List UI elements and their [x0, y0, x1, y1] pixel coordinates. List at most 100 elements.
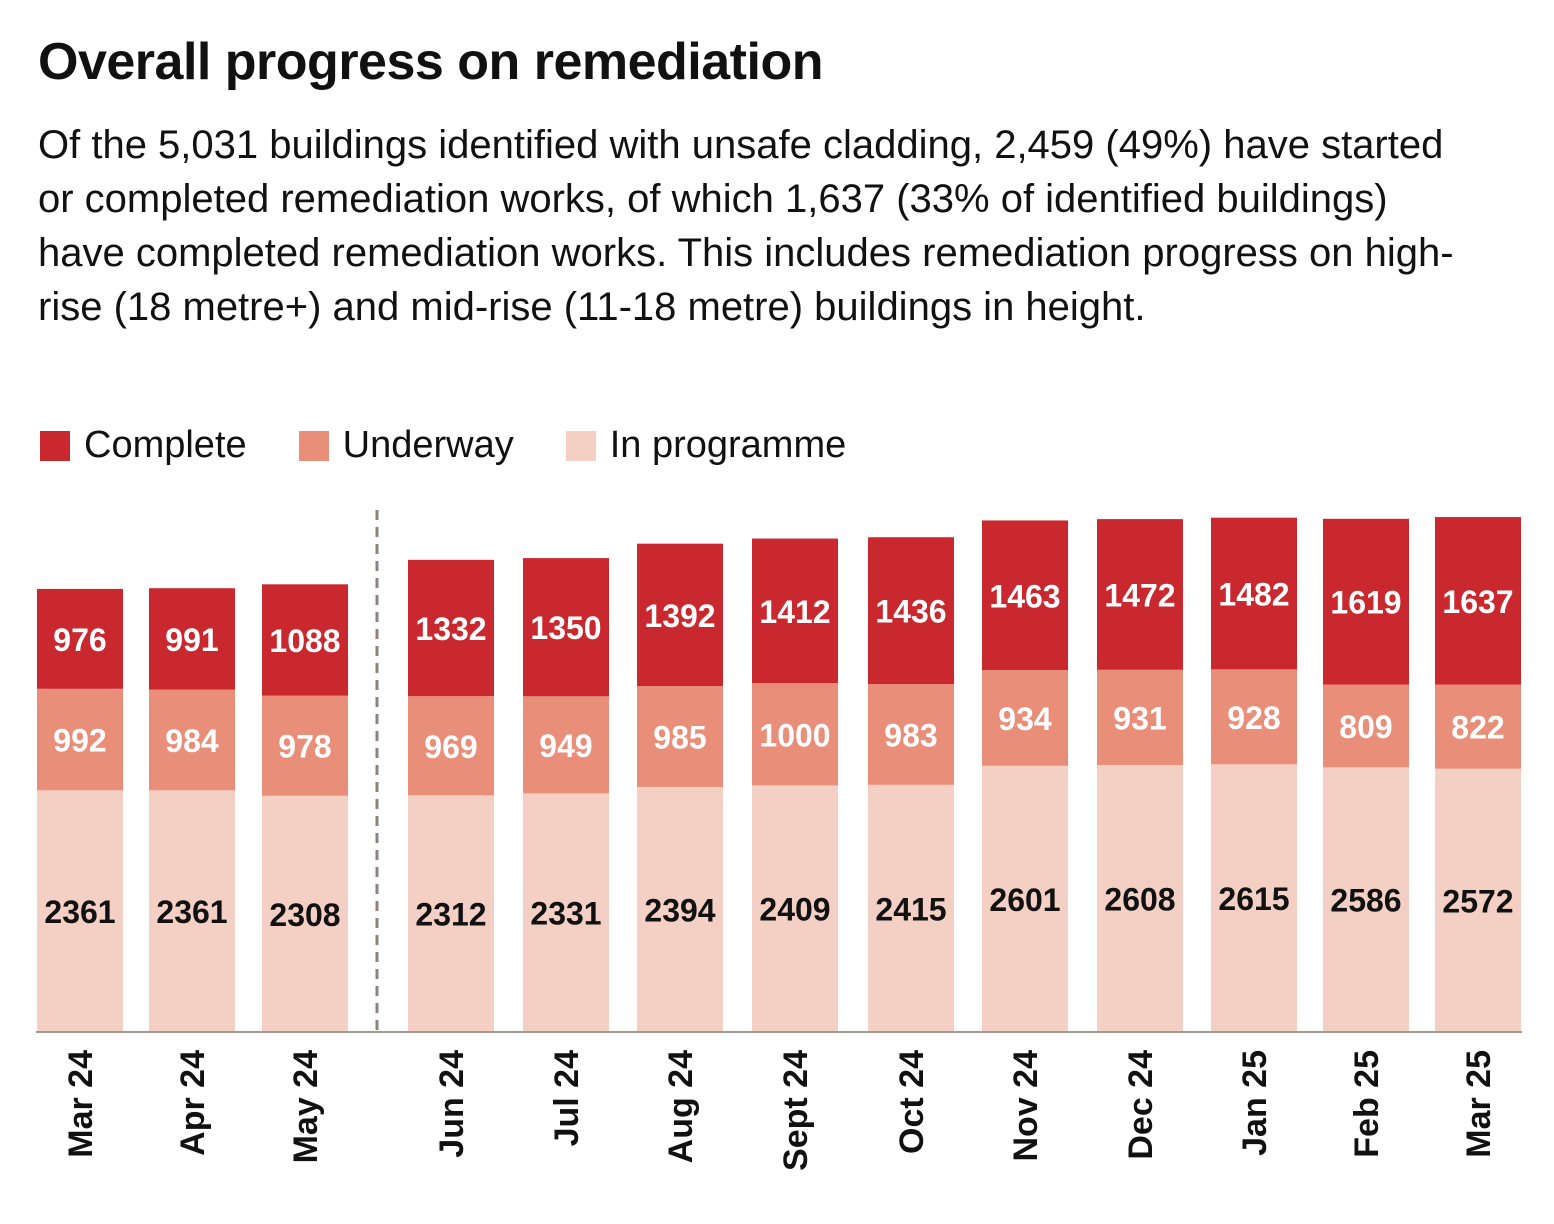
data-label-underway-jan-25: 928: [1227, 700, 1280, 736]
bar-complete-may-24: [262, 584, 348, 696]
x-tick-label-may-24: May 24: [287, 1050, 325, 1163]
data-label-complete-jul-24: 1350: [530, 610, 601, 646]
data-label-in-programme-aug-24: 2394: [644, 892, 715, 928]
bar-underway-jan-25: [1211, 669, 1297, 765]
bar-underway-sept-24: [752, 683, 838, 786]
data-label-underway-jun-24: 969: [424, 729, 477, 765]
data-label-in-programme-jan-25: 2615: [1218, 881, 1289, 917]
x-tick-label-apr-24: Apr 24: [174, 1050, 212, 1156]
data-label-underway-may-24: 978: [278, 729, 331, 765]
bar-in-programme-jun-24: [408, 795, 494, 1032]
bar-in-programme-mar-24: [37, 790, 123, 1032]
x-tick-label-oct-24: Oct 24: [893, 1050, 931, 1154]
bar-in-programme-feb-25: [1323, 767, 1409, 1032]
data-label-in-programme-dec-24: 2608: [1104, 882, 1175, 918]
data-label-underway-feb-25: 809: [1339, 709, 1392, 745]
bar-complete-feb-25: [1323, 518, 1409, 685]
data-label-in-programme-jun-24: 2312: [415, 897, 486, 933]
chart-subtitle: Of the 5,031 buildings identified with u…: [38, 123, 1454, 329]
data-label-complete-nov-24: 1463: [989, 578, 1060, 614]
data-label-in-programme-mar-25: 2572: [1442, 883, 1513, 919]
bar-group-jul-24: 2331 949 1350: [523, 558, 609, 1032]
bar-complete-oct-24: [868, 537, 954, 685]
bar-group-jun-24: 2312 969 1332: [408, 559, 494, 1032]
legend-swatch-underway: [298, 430, 329, 461]
bar-complete-dec-24: [1097, 519, 1183, 670]
data-label-complete-feb-25: 1619: [1330, 585, 1401, 621]
bar-underway-may-24: [262, 695, 348, 796]
bar-group-dec-24: 2608 931 1472: [1097, 519, 1183, 1032]
data-label-complete-sept-24: 1412: [759, 594, 830, 630]
legend-label-complete: Complete: [84, 424, 247, 466]
bar-group-aug-24: 2394 985 1392: [637, 543, 723, 1032]
data-label-complete-aug-24: 1392: [644, 598, 715, 634]
data-label-underway-oct-24: 983: [884, 718, 937, 754]
x-tick-label-nov-24: Nov 24: [1007, 1050, 1045, 1162]
bar-group-mar-24: 2361 992 976: [37, 588, 123, 1032]
x-tick-label-mar-24: Mar 24: [62, 1050, 100, 1158]
x-tick-label-dec-24: Dec 24: [1122, 1050, 1160, 1160]
bar-underway-feb-25: [1323, 684, 1409, 768]
bar-in-programme-mar-25: [1435, 768, 1521, 1032]
legend: Complete Underway In programme: [40, 424, 898, 467]
bar-complete-jan-25: [1211, 517, 1297, 670]
data-label-complete-jun-24: 1332: [415, 611, 486, 647]
bar-complete-jun-24: [408, 559, 494, 697]
bar-underway-mar-25: [1435, 684, 1521, 769]
bar-underway-nov-24: [982, 670, 1068, 766]
bar-underway-dec-24: [1097, 669, 1183, 766]
data-label-in-programme-oct-24: 2415: [875, 891, 946, 927]
legend-item-in-programme: In programme: [565, 424, 846, 467]
data-label-complete-mar-25: 1637: [1442, 584, 1513, 620]
bar-underway-jun-24: [408, 696, 494, 796]
bar-complete-mar-25: [1435, 517, 1521, 685]
data-label-complete-dec-24: 1472: [1104, 577, 1175, 613]
bar-in-programme-oct-24: [868, 784, 954, 1032]
bar-group-sept-24: 2409 1000 1412: [752, 538, 838, 1032]
x-tick-label-feb-25: Feb 25: [1348, 1050, 1386, 1158]
legend-item-underway: Underway: [298, 424, 514, 467]
bar-group-nov-24: 2601 934 1463: [982, 520, 1068, 1032]
data-label-in-programme-jul-24: 2331: [530, 896, 601, 932]
stacked-bar-chart: 2361 992 976 Mar 24 2361 984 991 Apr 24 2308 978 1…: [36, 510, 1522, 1171]
bar-complete-apr-24: [149, 588, 235, 690]
bar-group-mar-25: 2572 822 1637: [1435, 517, 1521, 1032]
data-label-in-programme-apr-24: 2361: [156, 894, 227, 930]
bar-complete-aug-24: [637, 543, 723, 687]
data-label-underway-apr-24: 984: [165, 723, 219, 759]
bar-group-apr-24: 2361 984 991: [149, 588, 235, 1032]
data-label-underway-mar-25: 822: [1451, 710, 1504, 746]
data-label-in-programme-nov-24: 2601: [989, 882, 1060, 918]
data-label-complete-mar-24: 976: [53, 622, 106, 658]
data-label-underway-jul-24: 949: [539, 728, 592, 764]
bar-in-programme-apr-24: [149, 790, 235, 1032]
legend-swatch-complete: [40, 430, 70, 461]
bar-complete-jul-24: [523, 558, 609, 697]
data-label-complete-jan-25: 1482: [1218, 577, 1289, 613]
bar-complete-nov-24: [982, 520, 1068, 671]
data-label-complete-oct-24: 1436: [875, 594, 946, 630]
legend-swatch-in-programme: [565, 430, 596, 461]
x-tick-label-jul-24: Jul 24: [548, 1050, 586, 1146]
legend-item-complete: Complete: [40, 424, 247, 467]
data-label-underway-mar-24: 992: [53, 723, 106, 759]
bar-group-may-24: 2308 978 1088: [262, 584, 348, 1032]
bar-in-programme-jan-25: [1211, 764, 1297, 1032]
x-tick-label-aug-24: Aug 24: [662, 1050, 700, 1163]
bar-complete-mar-24: [37, 588, 123, 689]
x-tick-label-jun-24: Jun 24: [433, 1050, 471, 1158]
data-label-complete-apr-24: 991: [165, 622, 218, 658]
bar-underway-oct-24: [868, 684, 954, 785]
bar-in-programme-sept-24: [752, 785, 838, 1032]
bar-in-programme-dec-24: [1097, 765, 1183, 1032]
legend-label-underway: Underway: [342, 424, 514, 466]
data-label-in-programme-may-24: 2308: [269, 897, 340, 933]
bar-group-feb-25: 2586 809 1619: [1323, 518, 1409, 1032]
data-label-underway-aug-24: 985: [653, 720, 706, 756]
bar-in-programme-jul-24: [523, 793, 609, 1032]
bar-complete-sept-24: [752, 538, 838, 684]
bar-in-programme-nov-24: [982, 765, 1068, 1032]
data-label-underway-nov-24: 934: [998, 701, 1052, 737]
bar-underway-mar-24: [37, 688, 123, 791]
data-label-complete-may-24: 1088: [269, 623, 340, 659]
